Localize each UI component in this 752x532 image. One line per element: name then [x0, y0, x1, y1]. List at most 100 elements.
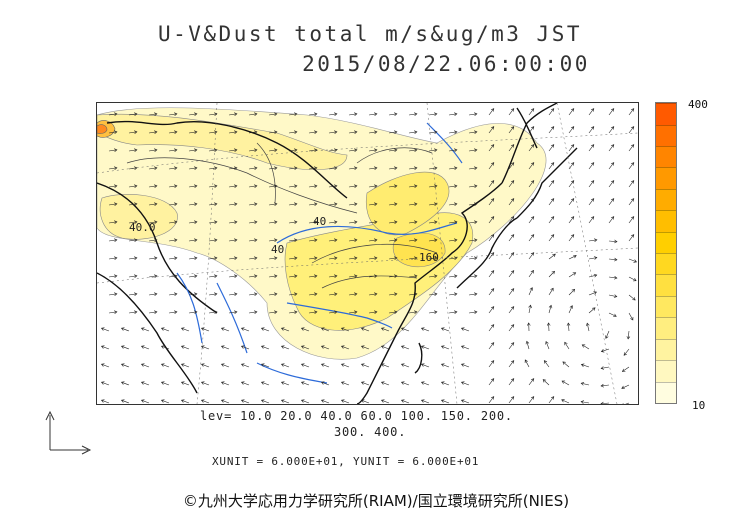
wind-vector-head: [510, 144, 515, 148]
wind-vector-head: [160, 399, 165, 403]
wind-vector-head: [334, 166, 338, 170]
wind-vector-head: [474, 292, 478, 296]
wind-vector-head: [420, 345, 425, 349]
reference-vector-icon: [45, 410, 92, 455]
wind-vector: [448, 293, 457, 296]
wind-vector-head: [400, 381, 405, 385]
wind-vector-head: [274, 310, 278, 314]
wind-vector-head: [154, 292, 158, 296]
wind-vector-head: [240, 345, 245, 349]
wind-vector: [548, 198, 555, 206]
wind-vector: [388, 257, 397, 260]
wind-vector: [168, 311, 177, 314]
legend-swatch: [656, 381, 676, 403]
wind-vector: [201, 327, 210, 332]
wind-vector-head: [234, 274, 238, 278]
wind-vector-head: [174, 148, 178, 152]
wind-vector-head: [194, 130, 198, 134]
wind-vector-head: [254, 238, 258, 242]
wind-vector-head: [314, 310, 318, 314]
wind-vector: [348, 149, 357, 152]
wind-vector-head: [294, 292, 298, 296]
wind-vector-head: [374, 148, 378, 152]
legend-swatch: [656, 231, 676, 254]
wind-vector-head: [564, 341, 568, 346]
wind-vector-head: [380, 327, 385, 331]
wind-vector: [428, 185, 437, 188]
wind-vector: [301, 345, 310, 350]
wind-vector-head: [630, 198, 635, 202]
wind-vector: [321, 381, 330, 386]
wind-vector: [528, 287, 533, 296]
wind-vector: [101, 345, 110, 350]
wind-vector-head: [414, 184, 418, 188]
wind-vector-head: [614, 239, 618, 244]
wind-vector: [148, 167, 157, 170]
wind-vector: [421, 381, 430, 386]
wind-vector: [281, 363, 290, 368]
wind-vector: [528, 162, 535, 170]
wind-vector: [201, 363, 210, 368]
wind-vector-head: [440, 399, 445, 403]
wind-vector-head: [543, 360, 548, 364]
wind-vector-head: [260, 381, 265, 385]
wind-vector: [328, 113, 337, 116]
wind-vector: [108, 113, 117, 116]
wind-vector: [568, 162, 575, 170]
wind-vector: [628, 198, 635, 206]
contour-label: 40: [313, 215, 326, 228]
wind-vector-head: [569, 305, 573, 309]
wind-vector-head: [590, 126, 595, 130]
wind-vector: [508, 396, 515, 404]
wind-vector-head: [180, 327, 185, 331]
wind-vector-head: [194, 310, 198, 314]
wind-vector-head: [474, 274, 478, 278]
wind-vector: [408, 131, 417, 134]
wind-vector-head: [120, 381, 125, 385]
wind-vector: [408, 113, 417, 116]
wind-vector: [488, 270, 495, 278]
wind-vector: [161, 399, 170, 404]
wind-vector-head: [360, 381, 365, 385]
wind-vector: [101, 327, 110, 332]
wind-vector-head: [134, 292, 138, 296]
wind-vector-head: [570, 198, 575, 202]
wind-vector: [601, 366, 610, 369]
wind-vector-head: [610, 126, 615, 130]
wind-vector-head: [550, 234, 555, 238]
wind-vector: [567, 323, 570, 332]
wind-vector-head: [314, 220, 318, 224]
wind-vector-head: [214, 112, 218, 116]
wind-vector-head: [260, 345, 265, 349]
wind-vector-head: [394, 256, 398, 260]
wind-vector-head: [594, 238, 598, 242]
wind-vector: [228, 149, 237, 152]
wind-vector: [108, 203, 117, 206]
wind-vector: [248, 131, 257, 134]
wind-vector: [188, 257, 197, 260]
wind-vector-head: [214, 238, 218, 242]
wind-vector-head: [490, 342, 495, 346]
wind-vector: [548, 144, 555, 152]
wind-vector: [461, 381, 470, 386]
wind-vector-head: [154, 112, 158, 116]
wind-vector-head: [630, 180, 635, 184]
wind-vector-head: [294, 310, 298, 314]
wind-vector-head: [434, 310, 438, 314]
wind-vector-head: [400, 327, 405, 331]
contour-lines: [126, 142, 438, 289]
wind-vector: [628, 180, 635, 188]
wind-vector-head: [200, 399, 205, 403]
wind-vector: [588, 162, 595, 170]
wind-vector-head: [528, 304, 532, 309]
wind-vector: [308, 167, 317, 170]
wind-vector: [388, 167, 397, 170]
wind-vector-head: [613, 294, 618, 298]
wind-vector-head: [194, 238, 198, 242]
wind-vector: [301, 399, 310, 404]
wind-vector-head: [510, 234, 515, 238]
wind-vector: [448, 149, 457, 152]
legend-swatch: [656, 103, 676, 125]
wind-vector: [108, 311, 117, 314]
wind-vector-head: [434, 274, 438, 278]
